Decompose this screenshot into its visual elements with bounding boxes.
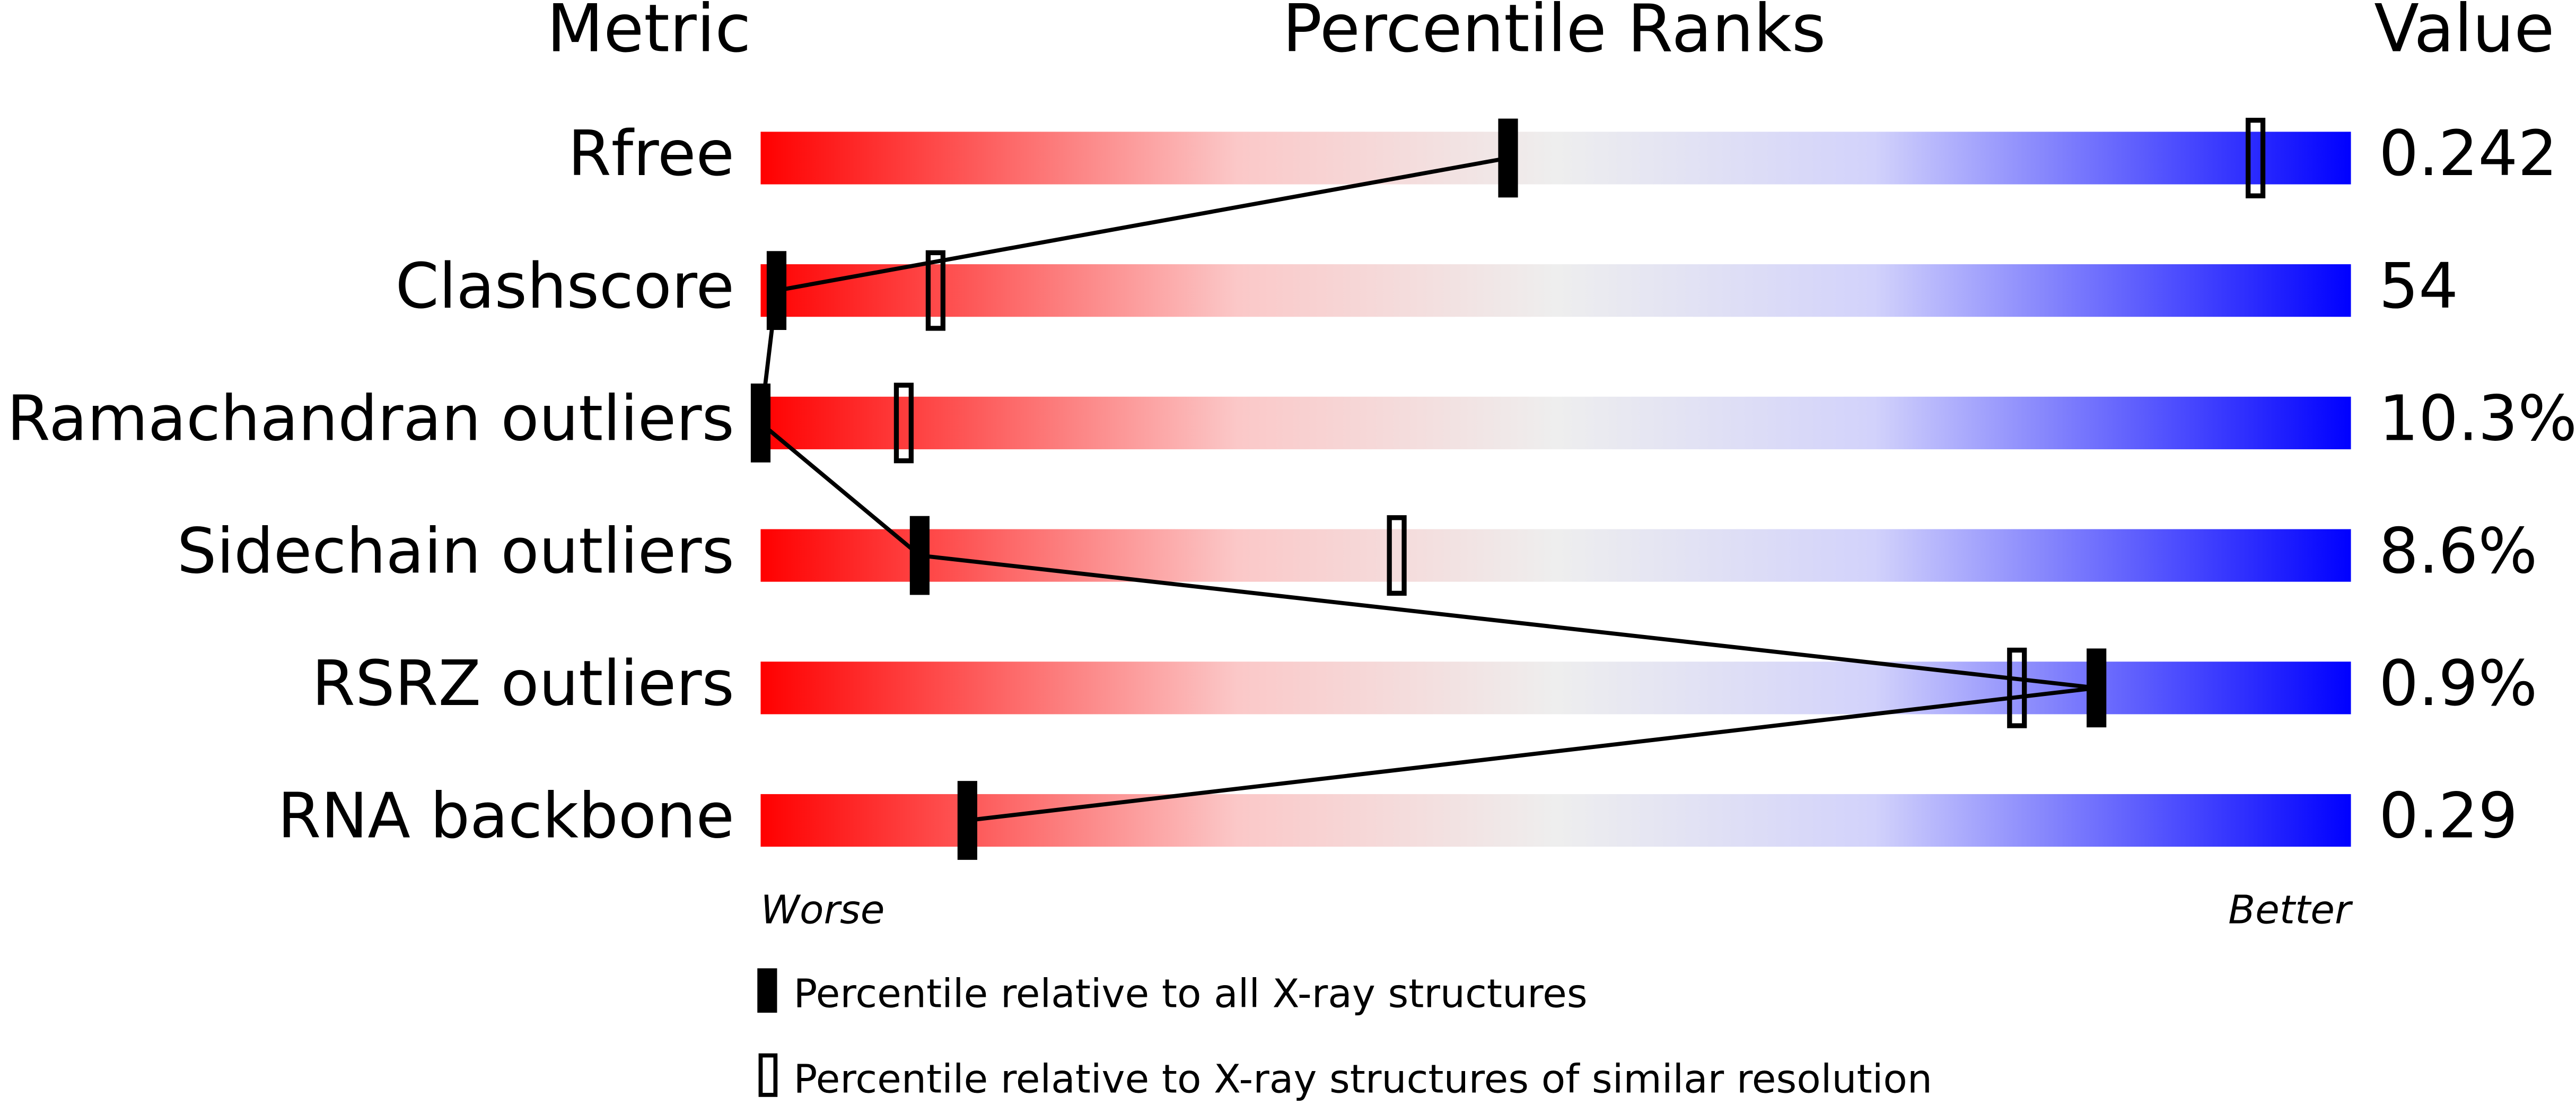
rank-bar [760,132,2351,185]
similar-marker [1387,515,1407,596]
similar-marker [2007,647,2027,728]
similar-marker [925,250,945,331]
header: Metric [547,0,751,67]
metric-value: 0.9% [2379,647,2537,720]
all-marker [1498,118,1518,198]
metric-label: Sidechain outliers [177,515,734,587]
legend-label: Percentile relative to all X-ray structu… [793,971,1587,1017]
metric-value: 54 [2379,250,2458,323]
metric-label: RNA backbone [278,780,734,852]
header: Percentile Ranks [1282,0,1826,67]
header: Value [2374,0,2554,67]
percentile-line [758,156,2097,823]
metric-label: Clashscore [396,250,734,323]
metric-value: 8.6% [2379,515,2537,587]
all-marker [766,251,787,330]
all-marker [2087,648,2107,728]
similar-marker [2246,118,2266,198]
metric-label: Rfree [568,117,734,190]
metric-label: Ramachandran outliers [7,382,734,455]
worse-label: Worse [760,887,884,933]
metric-label: RSRZ outliers [312,647,734,720]
legend-similar-icon [758,1053,778,1097]
rank-bar [760,662,2351,715]
legend-label: Percentile relative to X-ray structures … [793,1056,1932,1102]
metric-value: 0.29 [2379,780,2518,852]
legend-all-icon [757,968,777,1013]
better-label: Better [2228,887,2353,933]
rank-bar [760,529,2351,582]
metric-value: 0.242 [2379,117,2557,190]
all-marker [909,516,930,595]
rank-bar [760,794,2351,847]
all-marker [957,781,977,860]
rank-bar [760,264,2351,317]
all-marker [750,384,771,463]
similar-marker [893,382,914,464]
rank-bar [760,396,2351,449]
metric-value: 10.3% [2379,382,2576,455]
